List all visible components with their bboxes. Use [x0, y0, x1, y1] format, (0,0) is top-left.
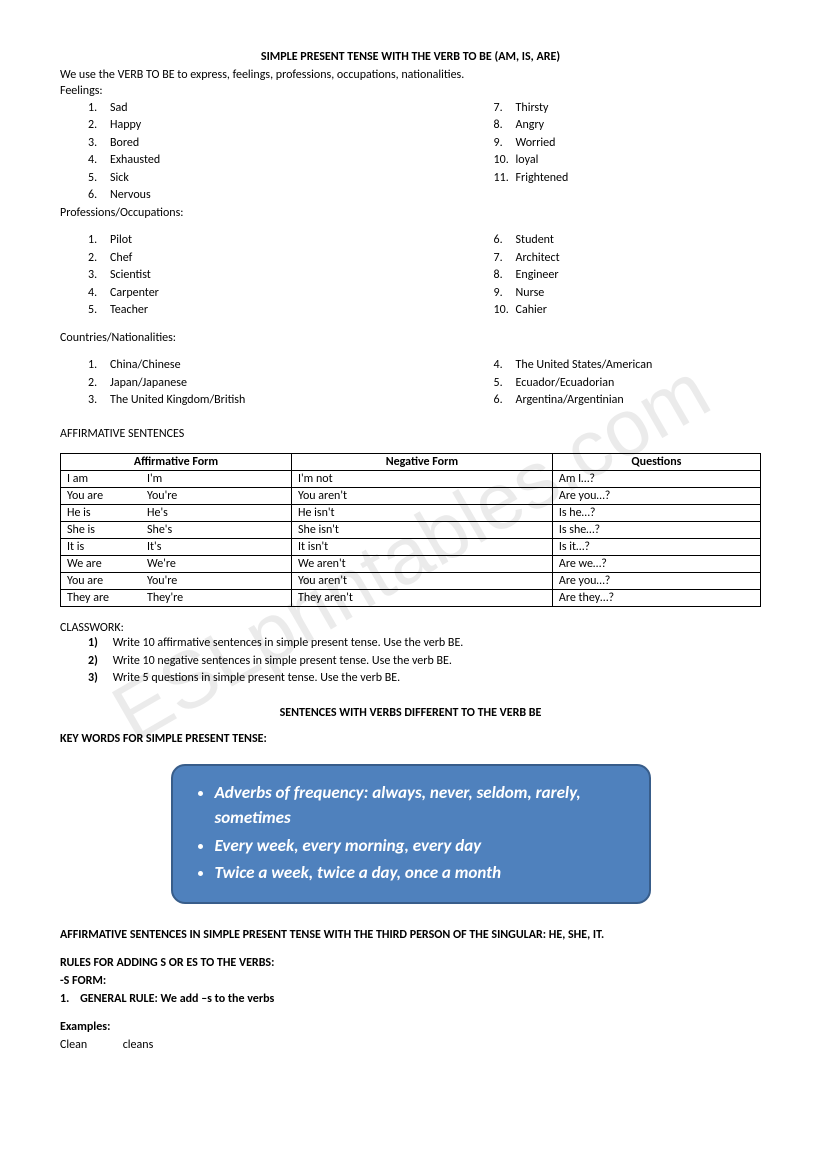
- list-item: 5.Sick: [88, 170, 446, 187]
- classwork-item: 1) Write 10 affirmative sentences in sim…: [88, 635, 761, 652]
- list-item: 8.Angry: [494, 117, 781, 134]
- example-row: Clean cleans: [60, 1036, 761, 1054]
- table-row: It isIt'sIt isn'tIs it…?: [61, 539, 761, 556]
- list-item: 11.Frightened: [494, 170, 781, 187]
- table-row: I amI'mI'm notAm I…?: [61, 471, 761, 488]
- classwork-item: 3) Write 5 questions in simple present t…: [88, 670, 761, 687]
- rule-1-number: 1.: [60, 992, 69, 1006]
- keybox-item: Every week, every morning, every day: [215, 833, 629, 859]
- table-row: He isHe'sHe isn'tIs he…?: [61, 505, 761, 522]
- feelings-columns: 1.Sad2.Happy3.Bored4.Exhausted5.Sick6.Ne…: [60, 100, 761, 204]
- list-item: 4.The United States/American: [494, 357, 781, 374]
- keybox-item: Twice a week, twice a day, once a month: [215, 860, 629, 886]
- examples-label: Examples:: [60, 1018, 761, 1036]
- keybox-item: Adverbs of frequency: always, never, sel…: [215, 780, 629, 831]
- list-item: 2.Happy: [88, 117, 446, 134]
- list-item: 3.Bored: [88, 135, 446, 152]
- list-item: 8.Engineer: [494, 267, 781, 284]
- list-item: 7.Thirsty: [494, 100, 781, 117]
- table-row: You areYou'reYou aren'tAre you…?: [61, 488, 761, 505]
- page-title: SIMPLE PRESENT TENSE WITH THE VERB TO BE…: [60, 50, 761, 64]
- table-header: Questions: [552, 454, 760, 471]
- classwork-label: CLASSWORK:: [60, 621, 761, 635]
- nationalities-label: Countries/Nationalities:: [60, 331, 761, 345]
- list-item: 5.Teacher: [88, 302, 446, 319]
- rules-heading: RULES FOR ADDING S OR ES TO THE VERBS:: [60, 954, 761, 972]
- table-row: They areThey'reThey aren'tAre they…?: [61, 590, 761, 607]
- table-header: Affirmative Form: [61, 454, 292, 471]
- document-body: SIMPLE PRESENT TENSE WITH THE VERB TO BE…: [60, 50, 761, 1054]
- example-base: Clean: [60, 1036, 120, 1054]
- list-item: 9.Worried: [494, 135, 781, 152]
- list-item: 10.Cahier: [494, 302, 781, 319]
- table-row: She isShe'sShe isn'tIs she…?: [61, 522, 761, 539]
- sub-title: SENTENCES WITH VERBS DIFFERENT TO THE VE…: [60, 706, 761, 720]
- feelings-label: Feelings:: [60, 84, 761, 98]
- forms-table: Affirmative FormNegative FormQuestions I…: [60, 453, 761, 607]
- list-item: 2.Japan/Japanese: [88, 375, 446, 392]
- aff-third-person-heading: AFFIRMATIVE SENTENCES IN SIMPLE PRESENT …: [60, 926, 761, 944]
- classwork-item: 2) Write 10 negative sentences in simple…: [88, 653, 761, 670]
- keywords-label: KEY WORDS FOR SIMPLE PRESENT TENSE:: [60, 732, 761, 746]
- s-form-label: -S FORM:: [60, 972, 761, 990]
- list-item: 6.Argentina/Argentinian: [494, 392, 781, 409]
- list-item: 3.Scientist: [88, 267, 446, 284]
- list-item: 3.The United Kingdom/British: [88, 392, 446, 409]
- intro-text: We use the VERB TO BE to express, feelin…: [60, 68, 761, 82]
- list-item: 6.Student: [494, 232, 781, 249]
- professions-label: Professions/Occupations:: [60, 206, 761, 220]
- rule-1-text: GENERAL RULE: We add –s to the verbs: [80, 992, 274, 1006]
- nationalities-columns: 1.China/Chinese2.Japan/Japanese3.The Uni…: [60, 357, 761, 409]
- keywords-box: Adverbs of frequency: always, never, sel…: [171, 764, 651, 904]
- table-header: Negative Form: [292, 454, 553, 471]
- list-item: 2.Chef: [88, 250, 446, 267]
- classwork-section: CLASSWORK: 1) Write 10 affirmative sente…: [60, 621, 761, 687]
- list-item: 9.Nurse: [494, 285, 781, 302]
- rules-section: AFFIRMATIVE SENTENCES IN SIMPLE PRESENT …: [60, 926, 761, 1054]
- list-item: 1.China/Chinese: [88, 357, 446, 374]
- list-item: 4.Carpenter: [88, 285, 446, 302]
- list-item: 1.Sad: [88, 100, 446, 117]
- list-item: 1.Pilot: [88, 232, 446, 249]
- list-item: 4.Exhausted: [88, 152, 446, 169]
- rule-1: 1. GENERAL RULE: We add –s to the verbs: [60, 990, 761, 1008]
- list-item: 10.loyal: [494, 152, 781, 169]
- example-inflected: cleans: [123, 1038, 154, 1052]
- table-row: We areWe'reWe aren'tAre we…?: [61, 556, 761, 573]
- professions-columns: 1.Pilot2.Chef3.Scientist4.Carpenter5.Tea…: [60, 232, 761, 319]
- list-item: 5.Ecuador/Ecuadorian: [494, 375, 781, 392]
- list-item: 6.Nervous: [88, 187, 446, 204]
- list-item: 7.Architect: [494, 250, 781, 267]
- affirmative-heading: AFFIRMATIVE SENTENCES: [60, 427, 761, 441]
- table-row: You areYou'reYou aren'tAre you…?: [61, 573, 761, 590]
